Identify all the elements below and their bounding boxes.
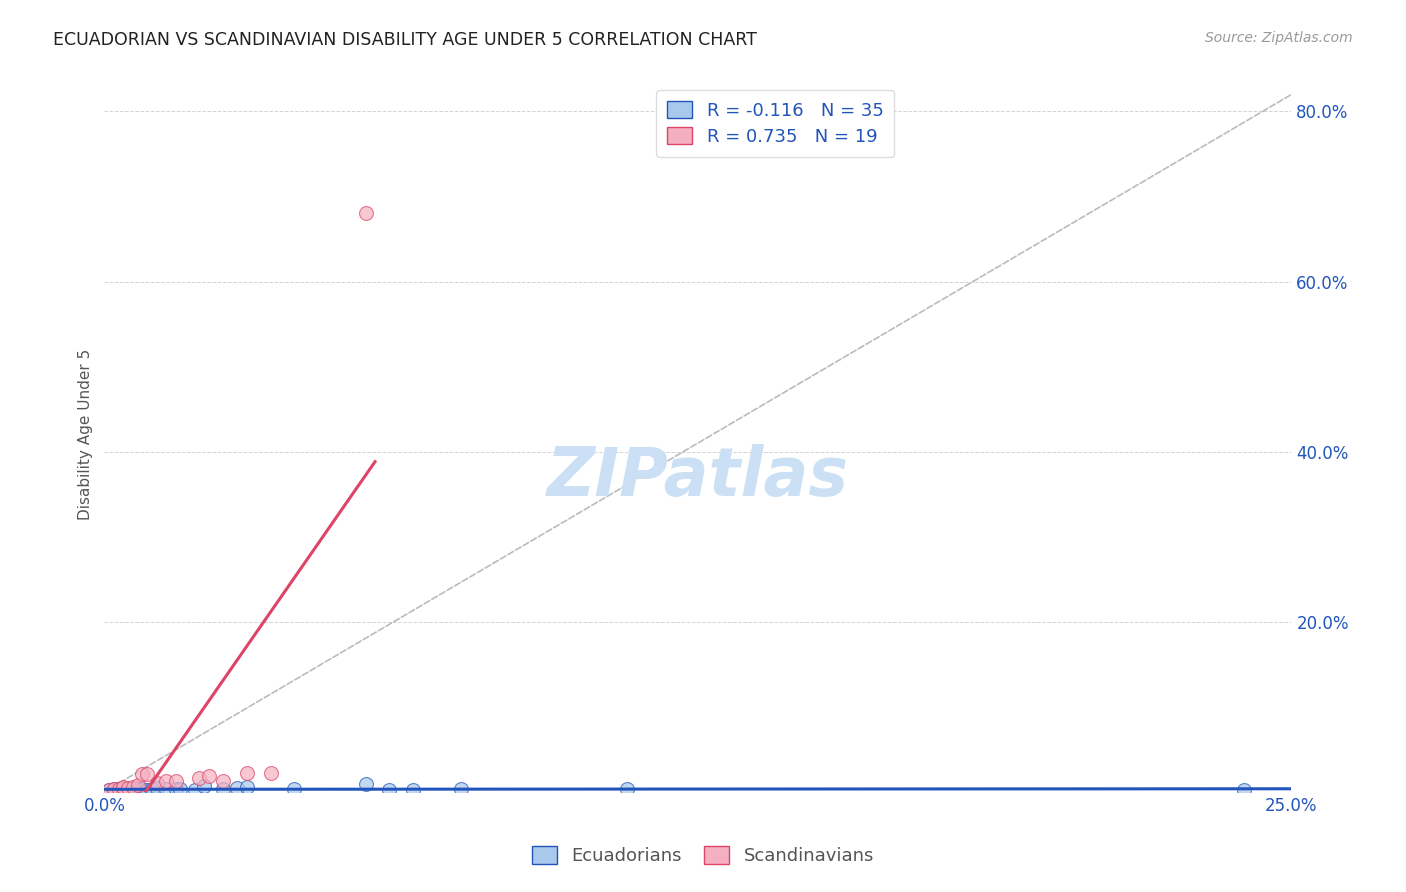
Point xyxy=(103,784,125,798)
Point xyxy=(122,780,145,795)
Point xyxy=(155,782,177,797)
Point xyxy=(236,780,259,795)
Point xyxy=(145,781,167,796)
Point xyxy=(122,783,145,797)
Point xyxy=(117,784,139,798)
Point xyxy=(212,782,235,797)
Point xyxy=(103,782,125,797)
Point xyxy=(107,784,129,798)
Point xyxy=(127,778,149,792)
Point xyxy=(112,781,135,796)
Point xyxy=(136,783,159,797)
Point xyxy=(354,206,377,220)
Point xyxy=(127,782,149,797)
Text: ECUADORIAN VS SCANDINAVIAN DISABILITY AGE UNDER 5 CORRELATION CHART: ECUADORIAN VS SCANDINAVIAN DISABILITY AG… xyxy=(53,31,758,49)
Point xyxy=(136,767,159,781)
Point xyxy=(212,773,235,788)
Point xyxy=(1233,783,1256,797)
Legend: R = -0.116   N = 35, R = 0.735   N = 19: R = -0.116 N = 35, R = 0.735 N = 19 xyxy=(657,90,894,156)
Point xyxy=(98,783,121,797)
Point xyxy=(450,782,472,797)
Point xyxy=(193,779,215,793)
Point xyxy=(145,776,167,790)
Point xyxy=(283,782,305,797)
Point xyxy=(616,782,638,797)
Text: Source: ZipAtlas.com: Source: ZipAtlas.com xyxy=(1205,31,1353,45)
Point xyxy=(117,781,139,796)
Point xyxy=(117,782,139,797)
Point xyxy=(131,767,153,781)
Point xyxy=(259,766,281,780)
Point xyxy=(226,781,249,796)
Point xyxy=(112,782,135,797)
Point xyxy=(131,782,153,797)
Text: ZIPatlas: ZIPatlas xyxy=(547,444,849,510)
Point xyxy=(127,783,149,797)
Point xyxy=(236,766,259,780)
Point xyxy=(122,782,145,797)
Point xyxy=(117,783,139,797)
Point xyxy=(141,782,163,797)
Point xyxy=(141,783,163,797)
Point xyxy=(354,777,377,791)
Point xyxy=(98,783,121,797)
Y-axis label: Disability Age Under 5: Disability Age Under 5 xyxy=(79,349,93,520)
Point xyxy=(198,769,221,783)
Point xyxy=(107,782,129,797)
Point xyxy=(103,782,125,797)
Point xyxy=(188,771,211,785)
Legend: Ecuadorians, Scandinavians: Ecuadorians, Scandinavians xyxy=(524,839,882,872)
Point xyxy=(112,780,135,795)
Point xyxy=(155,774,177,789)
Point xyxy=(165,773,187,788)
Point xyxy=(107,782,129,797)
Point xyxy=(165,782,187,797)
Point xyxy=(112,783,135,797)
Point xyxy=(402,783,425,797)
Point xyxy=(107,783,129,797)
Point xyxy=(183,783,205,797)
Point xyxy=(378,783,401,797)
Point xyxy=(169,782,191,797)
